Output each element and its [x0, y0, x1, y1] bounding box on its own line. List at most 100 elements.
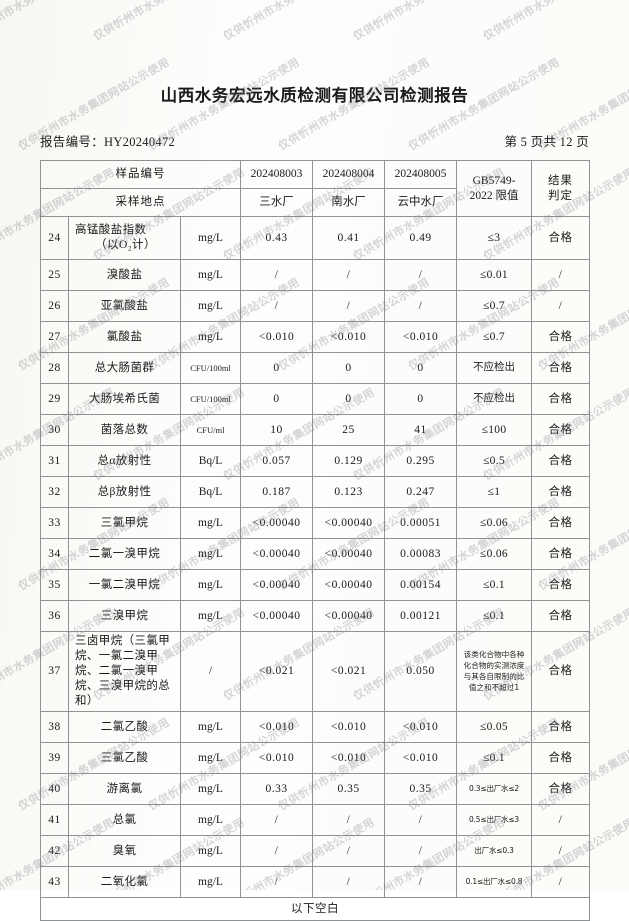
row-index-24: 24	[40, 216, 69, 260]
table-row: 35 一氯二溴甲烷 mg/L <0.00040 <0.00040 0.00154 ≤0.1 合…	[40, 569, 591, 601]
judgement-28: 合格	[531, 352, 591, 384]
judgement-42: /	[531, 834, 591, 867]
parameter-name-28: 总大肠菌群	[68, 352, 181, 384]
parameter-name-32: 总β放射性	[68, 476, 181, 508]
value-sample1-41: /	[240, 803, 314, 836]
parameter-name-31: 总α放射性	[68, 445, 181, 477]
parameter-unit-35: mg/L	[179, 569, 242, 601]
value-sample2-42: /	[312, 834, 386, 867]
judgement-38: 合格	[531, 710, 591, 743]
parameter-unit-38: mg/L	[179, 710, 242, 743]
row-index-33: 33	[40, 507, 69, 539]
value-sample3-25: /	[384, 259, 458, 291]
row-index-38: 38	[40, 710, 69, 743]
value-sample2-33: <0.00040	[312, 507, 386, 539]
header-sampling-site-1: 三水厂	[240, 188, 314, 217]
parameter-unit-26: mg/L	[179, 290, 242, 322]
value-sample3-29: 0	[384, 383, 458, 415]
row-index-37: 37	[40, 631, 69, 712]
table-row: 39 三氯乙酸 mg/L <0.010 <0.010 <0.010 ≤0.1 合格	[40, 741, 591, 774]
parameter-name-39: 三氯乙酸	[68, 741, 181, 774]
value-sample3-42: /	[384, 834, 458, 867]
judgement-35: 合格	[531, 569, 591, 601]
limit-value-29: 不应检出	[456, 383, 533, 415]
value-sample2-26: /	[312, 290, 386, 322]
table-row: 43 二氧化氯 mg/L / //0.1≤出厂水≤0.8/	[40, 865, 591, 898]
value-sample2-37: <0.021	[312, 631, 386, 712]
parameter-name-36: 三溴甲烷	[68, 600, 181, 632]
value-sample3-24: 0.49	[384, 216, 458, 260]
header-sampling-site-2: 南水厂	[312, 188, 386, 217]
value-sample2-40: 0.35	[312, 772, 386, 805]
page-title: 山西水务宏远水质检测有限公司检测报告	[160, 86, 469, 105]
judgement-33: 合格	[531, 507, 591, 539]
limit-value-36: ≤0.1	[456, 600, 533, 632]
limit-value-42: 出厂水≤0.3	[456, 834, 533, 867]
value-sample1-29: 0	[240, 383, 314, 415]
limit-value-34: ≤0.06	[456, 538, 533, 570]
judgement-label-line2: 判定	[548, 189, 574, 202]
parameter-unit-34: mg/L	[179, 538, 242, 570]
limit-value-26: ≤0.7	[456, 290, 533, 322]
header-sample-no-label: 样品编号	[39, 160, 242, 189]
table-row: 25 溴酸盐 mg/L / / / ≤0.01/	[40, 259, 591, 291]
judgement-24: 合格	[531, 216, 591, 260]
limit-value-37: 该类化合物中各种化合物的实测浓度与其各自限制的比值之和不超过1	[456, 631, 533, 712]
table-row: 26 亚氯酸盐 mg/L / / / ≤0.7/	[40, 290, 591, 322]
judgement-43: /	[531, 865, 591, 898]
value-sample1-34: <0.00040	[240, 538, 314, 570]
value-sample1-31: 0.057	[240, 445, 314, 477]
report-meta-row: 报告编号：HY20240472 第 5 页共 12 页	[40, 106, 589, 150]
row-index-43: 43	[40, 865, 69, 898]
value-sample3-32: 0.247	[384, 476, 458, 508]
judgement-36: 合格	[531, 600, 591, 632]
parameter-unit-24: mg/L	[179, 216, 242, 260]
value-sample1-28: 0	[240, 352, 314, 384]
table-row: 33 三氯甲烷 mg/L <0.00040 <0.00040 0.00051 ≤0.06 合格	[40, 507, 591, 539]
limit-value-43: 0.1≤出厂水≤0.8	[456, 865, 533, 898]
value-sample2-28: 0	[312, 352, 386, 384]
parameter-name-25: 溴酸盐	[68, 259, 181, 291]
parameter-name-41: 总氯	[68, 803, 181, 836]
table-row: 29 大肠埃希氏菌 CFU/100ml 0 0 0 不应检出 合格	[40, 383, 591, 415]
judgement-31: 合格	[531, 445, 591, 477]
row-index-35: 35	[40, 569, 69, 601]
parameter-name-42: 臭氧	[68, 834, 181, 867]
limit-value-24: ≤3	[456, 216, 533, 260]
table-footer-row: 以下空白	[39, 896, 591, 921]
header-standard-limit-label: GB5749- 2022 限值	[456, 160, 533, 217]
table-row: 41 总氯 mg/L / //0.5≤出厂水≤3/	[40, 803, 591, 836]
row-index-29: 29	[40, 383, 69, 415]
value-sample3-30: 41	[384, 414, 458, 446]
parameter-unit-33: mg/L	[179, 507, 242, 539]
parameter-name-30: 菌落总数	[68, 414, 181, 446]
limit-value-30: ≤100	[456, 414, 533, 446]
table-row: 28 总大肠菌群 CFU/100ml 0 0 0 不应检出 合格	[40, 352, 591, 384]
value-sample2-39: <0.010	[312, 741, 386, 774]
parameter-unit-42: mg/L	[179, 834, 242, 867]
parameter-unit-32: Bq/L	[179, 476, 242, 508]
value-sample2-30: 25	[312, 414, 386, 446]
value-sample3-38: <0.010	[384, 710, 458, 743]
table-row: 30 菌落总数 CFU/ml 10 25 41 ≤100 合格	[40, 414, 591, 446]
parameter-name-33: 三氯甲烷	[68, 507, 181, 539]
row-index-27: 27	[40, 321, 69, 353]
value-sample3-40: 0.35	[384, 772, 458, 805]
judgement-26: /	[531, 290, 591, 322]
parameter-name-38: 二氯乙酸	[68, 710, 181, 743]
value-sample1-40: 0.33	[240, 772, 314, 805]
table-row: 24 高锰酸盐指数 （以O₂计） mg/L 0.43 0.41 0.49 ≤3 合格	[40, 216, 591, 260]
limit-value-27: ≤0.7	[456, 321, 533, 353]
table-row: 31 总α放射性 Bq/L 0.057 0.129 0.295 ≤0.5 合格	[40, 445, 591, 477]
limit-value-28: 不应检出	[456, 352, 533, 384]
row-index-39: 39	[40, 741, 69, 774]
value-sample1-43: /	[240, 865, 314, 898]
row-index-41: 41	[40, 803, 69, 836]
parameter-unit-28: CFU/100ml	[179, 352, 242, 384]
value-sample2-38: <0.010	[312, 710, 386, 743]
parameter-name-34: 二氯一溴甲烷	[68, 538, 181, 570]
value-sample1-42: /	[240, 834, 314, 867]
parameter-unit-25: mg/L	[179, 259, 242, 291]
value-sample3-26: /	[384, 290, 458, 322]
limit-value-38: ≤0.05	[456, 710, 533, 743]
